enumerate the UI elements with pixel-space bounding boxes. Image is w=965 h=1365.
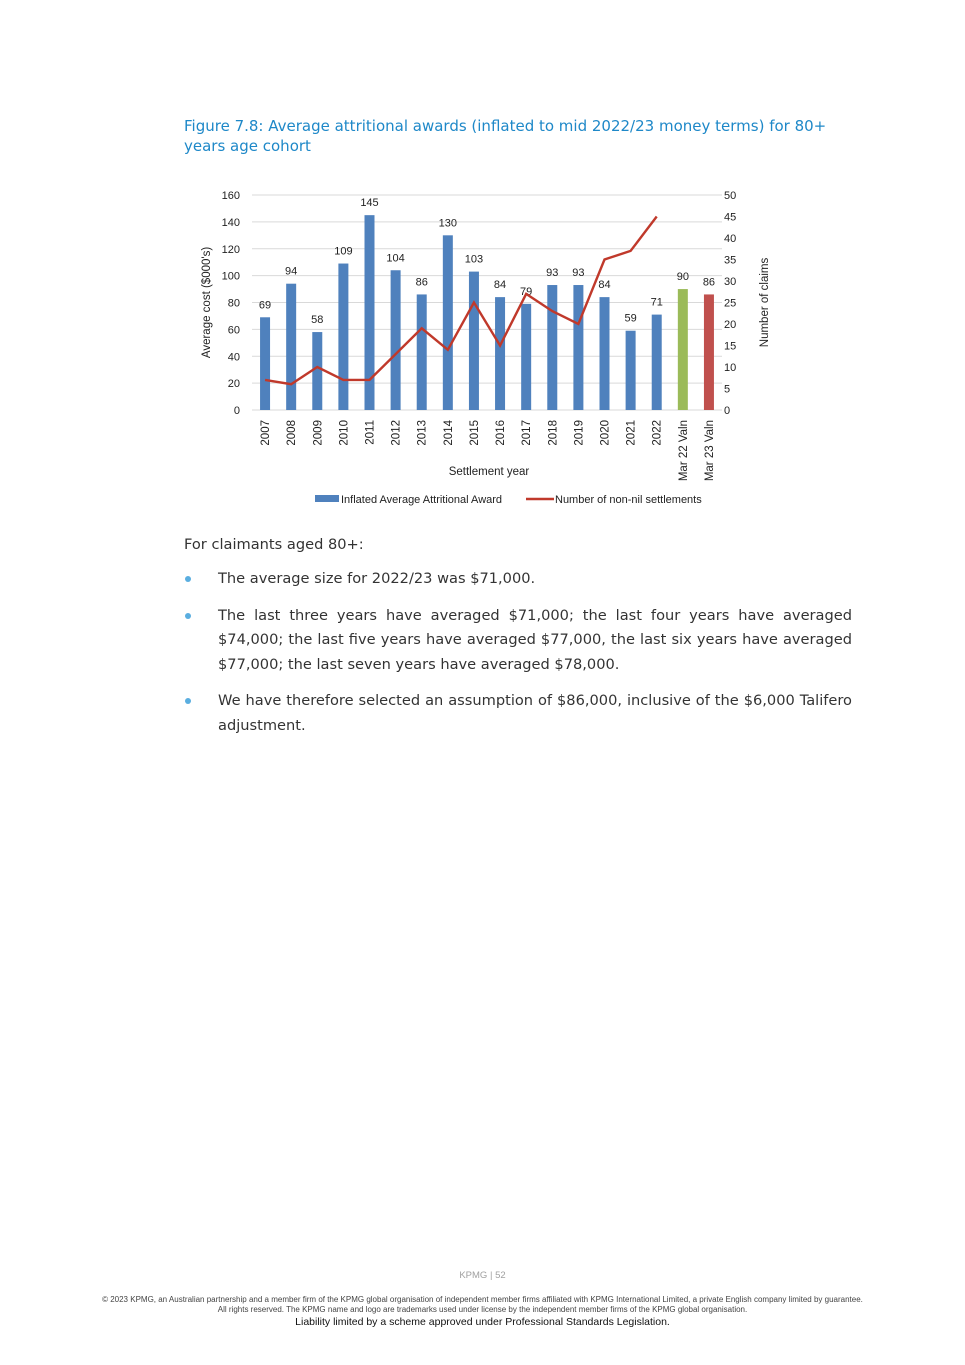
x-tick-label: 2014 [443, 419, 455, 445]
bar-value-label: 103 [465, 254, 483, 266]
x-tick-label: 2022 [652, 420, 664, 446]
bar [390, 270, 401, 410]
x-tick-label: 2021 [626, 420, 638, 446]
bar-value-label: 90 [677, 271, 689, 283]
bar-value-label: 94 [285, 266, 297, 278]
y2-tick-label: 30 [724, 276, 736, 288]
bar-value-label: 69 [259, 299, 271, 311]
copyright-notice: © 2023 KPMG, an Australian partnership a… [102, 1295, 863, 1314]
bullet-dot-icon [185, 576, 191, 582]
bullet-item: The last three years have averaged $71,0… [184, 604, 852, 678]
bullet-dot-icon [185, 698, 191, 704]
line-series-settlements [264, 215, 658, 386]
x-tick-label: 2011 [365, 420, 377, 445]
y2-tick-label: 5 [724, 384, 730, 396]
liability-notice: Liability limited by a scheme approved u… [295, 1316, 670, 1328]
bar [677, 289, 688, 410]
bar-value-label: 145 [360, 197, 378, 209]
y2-axis-title: Number of claims [759, 258, 771, 348]
x-tick-label: 2019 [573, 420, 585, 446]
bullet-text: We have therefore selected an assumption… [218, 692, 852, 734]
y-tick-label: 160 [222, 190, 240, 202]
legend-label-bars: Inflated Average Attritional Award [341, 494, 502, 506]
bullet-list: The average size for 2022/23 was $71,000… [184, 567, 852, 750]
y-tick-label: 40 [228, 351, 240, 363]
bar-value-label: 130 [439, 217, 457, 229]
y-tick-label: 20 [228, 378, 240, 390]
bullet-item: We have therefore selected an assumption… [184, 689, 852, 738]
x-tick-label: 2015 [469, 420, 481, 446]
y-tick-label: 140 [222, 217, 240, 229]
bar [364, 215, 375, 410]
y2-tick-label: 0 [724, 405, 730, 417]
chart: 0 20 40 60 80 100 120 140 160 0 5 10 15 20 25 30 35 40 45 5… [201, 190, 771, 506]
y2-tick-label: 45 [724, 212, 736, 224]
bar [312, 332, 323, 410]
x-tick-label: 2013 [417, 420, 429, 446]
bar-value-label: 93 [572, 267, 584, 279]
y2-tick-label: 35 [724, 255, 736, 267]
legend-swatch-bars [315, 495, 339, 502]
bullet-text: The last three years have averaged $71,0… [218, 606, 852, 673]
bar [625, 330, 636, 410]
intro-text: For claimants aged 80+: [184, 536, 364, 553]
bullet-item: The average size for 2022/23 was $71,000… [184, 567, 852, 592]
bar [651, 314, 662, 410]
bar-value-label: 86 [703, 276, 715, 288]
x-tick-label: 2007 [260, 420, 272, 446]
x-tick-label: Mar 23 Valn [704, 420, 716, 481]
x-axis-title: Settlement year [449, 466, 530, 478]
y2-tick-label: 15 [724, 341, 736, 353]
bar-value-label: 71 [651, 297, 663, 309]
bar-value-label: 104 [386, 252, 404, 264]
legend-label-line: Number of non-nil settlements [555, 494, 702, 506]
page-number: KPMG | 52 [459, 1270, 506, 1281]
bar-value-label: 58 [311, 314, 323, 326]
x-tick-label: 2020 [600, 420, 612, 446]
bar [338, 263, 349, 410]
bar [260, 317, 271, 410]
y2-tick-label: 20 [724, 319, 736, 331]
y-tick-label: 120 [222, 244, 240, 256]
bar-value-label: 84 [598, 279, 610, 291]
bar [416, 294, 427, 410]
x-tick-label: 2017 [521, 420, 533, 446]
bar [521, 303, 532, 410]
figure-title: Figure 7.8: Average attritional awards (… [184, 117, 827, 155]
y-tick-label: 60 [228, 324, 240, 336]
bar [495, 297, 506, 410]
x-tick-label: 2009 [312, 420, 324, 446]
x-tick-label: 2012 [391, 420, 403, 446]
bar-value-label: 84 [494, 279, 506, 291]
bar [286, 283, 297, 410]
y2-tick-label: 25 [724, 298, 736, 310]
y-tick-label: 100 [222, 271, 240, 283]
y-tick-label: 80 [228, 298, 240, 310]
bullet-text: The average size for 2022/23 was $71,000… [218, 570, 536, 587]
y-tick-label: 0 [234, 405, 240, 417]
x-tick-label: Mar 22 Valn [678, 420, 690, 481]
x-tick-label: 2016 [495, 420, 507, 446]
bullet-dot-icon [185, 612, 191, 619]
y2-tick-label: 50 [724, 190, 736, 202]
y2-tick-label: 40 [724, 233, 736, 245]
bar [703, 294, 714, 410]
bar [468, 271, 479, 410]
x-tick-label: 2008 [286, 420, 298, 446]
bar-value-label: 93 [546, 267, 558, 279]
y-axis-title: Average cost ($000's) [201, 247, 213, 358]
bar-value-label: 86 [416, 276, 428, 288]
bar-value-label: 109 [334, 246, 352, 258]
bar [547, 285, 558, 410]
y2-tick-label: 10 [724, 362, 736, 374]
bar-value-label: 59 [624, 313, 636, 325]
bar [573, 285, 584, 410]
bar [599, 297, 610, 410]
x-tick-label: 2010 [338, 420, 350, 446]
bar [442, 235, 453, 410]
x-tick-label: 2018 [547, 420, 559, 446]
